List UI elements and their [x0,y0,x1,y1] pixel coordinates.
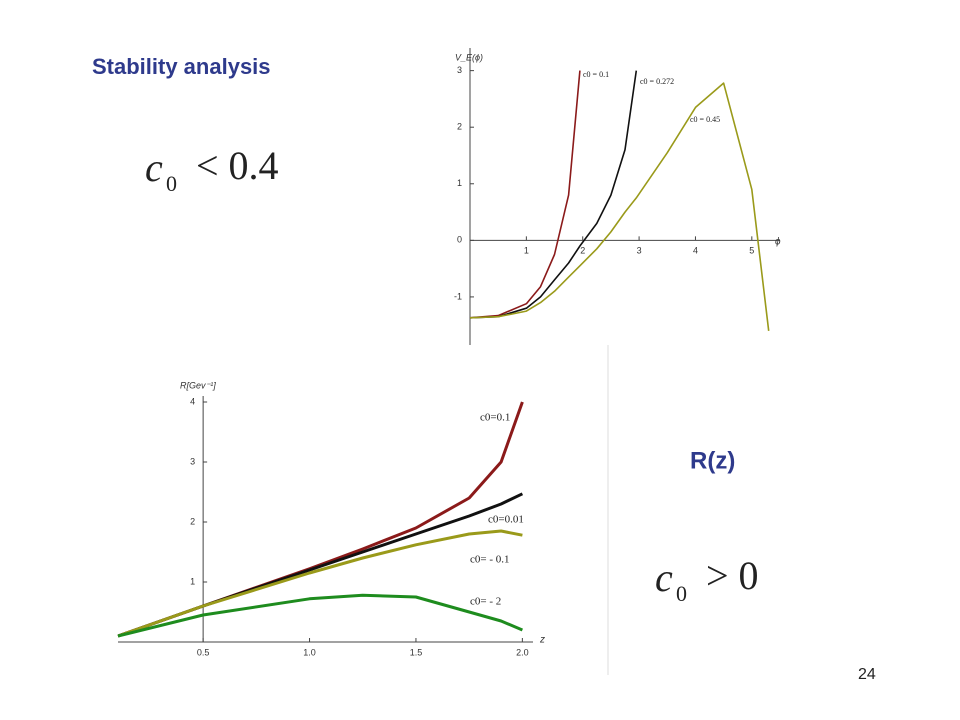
y-tick-label: 3 [190,456,195,466]
curve-label: c0 = 0.1 [583,70,609,79]
relation: < 0.4 [196,143,279,188]
y-tick-label: 3 [457,65,462,75]
curve [469,82,770,331]
y-tick-label: 2 [457,122,462,132]
right-label: R(z) [690,447,735,474]
y-tick-label: 2 [190,516,195,526]
x-tick-label: 0.5 [197,647,210,657]
y-axis-label: V_E(ϕ) [455,52,483,62]
curve-label: c0=0.01 [488,514,524,526]
curve-label: c0 = 0.272 [640,77,674,86]
symbol: c [655,555,673,600]
y-axis-label: R[Gev⁻¹] [180,380,216,390]
subscript: 0 [676,581,687,606]
condition-left: c 0 < 0.4 [145,143,279,196]
y-tick-label: 4 [190,396,195,406]
subscript: 0 [166,171,177,196]
x-tick-label: 2.0 [516,647,529,657]
curve-label: c0=0.1 [480,412,510,424]
x-tick-label: 1.5 [410,647,423,657]
page-number: 24 [858,666,876,683]
y-tick-label: -1 [454,291,462,301]
x-tick-label: 2 [580,246,585,256]
x-tick-label: 1 [524,246,529,256]
curve [117,593,523,638]
curve-label: c0= - 0.1 [470,554,510,566]
x-axis-label: ϕ [775,237,781,248]
x-tick-label: 4 [693,246,698,256]
x-tick-label: 1.0 [303,647,316,657]
condition-right: c 0 > 0 [655,553,759,606]
slide-title: Stability analysis [92,54,271,79]
x-tick-label: 5 [749,246,754,256]
symbol: c [145,145,163,190]
x-axis-label: z [539,635,545,646]
curve-label: c0 = 0.45 [690,115,720,124]
curve [117,529,523,638]
curve [469,70,581,319]
curve [469,70,638,319]
x-tick-label: 3 [637,246,642,256]
curve-label: c0= - 2 [470,596,501,608]
y-tick-label: 1 [190,576,195,586]
y-tick-label: 1 [457,178,462,188]
relation: > 0 [706,553,759,598]
y-tick-label: 0 [457,235,462,245]
